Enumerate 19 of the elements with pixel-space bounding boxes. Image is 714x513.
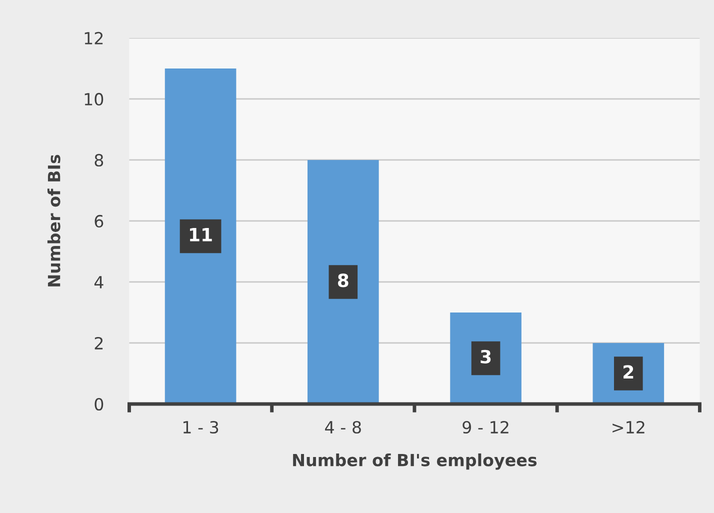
data-label: 3: [480, 350, 491, 364]
y-tick-label: 6: [94, 214, 104, 228]
x-axis-title: Number of BI's employees: [293, 453, 537, 470]
x-tick-label: 9 - 12: [462, 420, 508, 434]
x-tick-label: 1 - 3: [183, 420, 218, 434]
data-label: 8: [338, 274, 348, 288]
x-tick-label: 4 - 8: [325, 420, 361, 434]
x-tick-label: >12: [612, 420, 644, 434]
y-tick-label: 8: [94, 154, 104, 167]
data-label: 2: [624, 365, 634, 378]
bar: [164, 68, 236, 404]
y-tick-label: 4: [94, 276, 104, 288]
data-label: 11: [190, 228, 212, 242]
y-tick-label: 2: [94, 336, 103, 350]
y-tick-label: 12: [84, 32, 103, 44]
y-tick-label: 0: [94, 398, 104, 411]
y-tick-label: 10: [84, 92, 104, 106]
bar: [308, 160, 379, 404]
y-axis-title: Number of BIs: [47, 154, 60, 286]
